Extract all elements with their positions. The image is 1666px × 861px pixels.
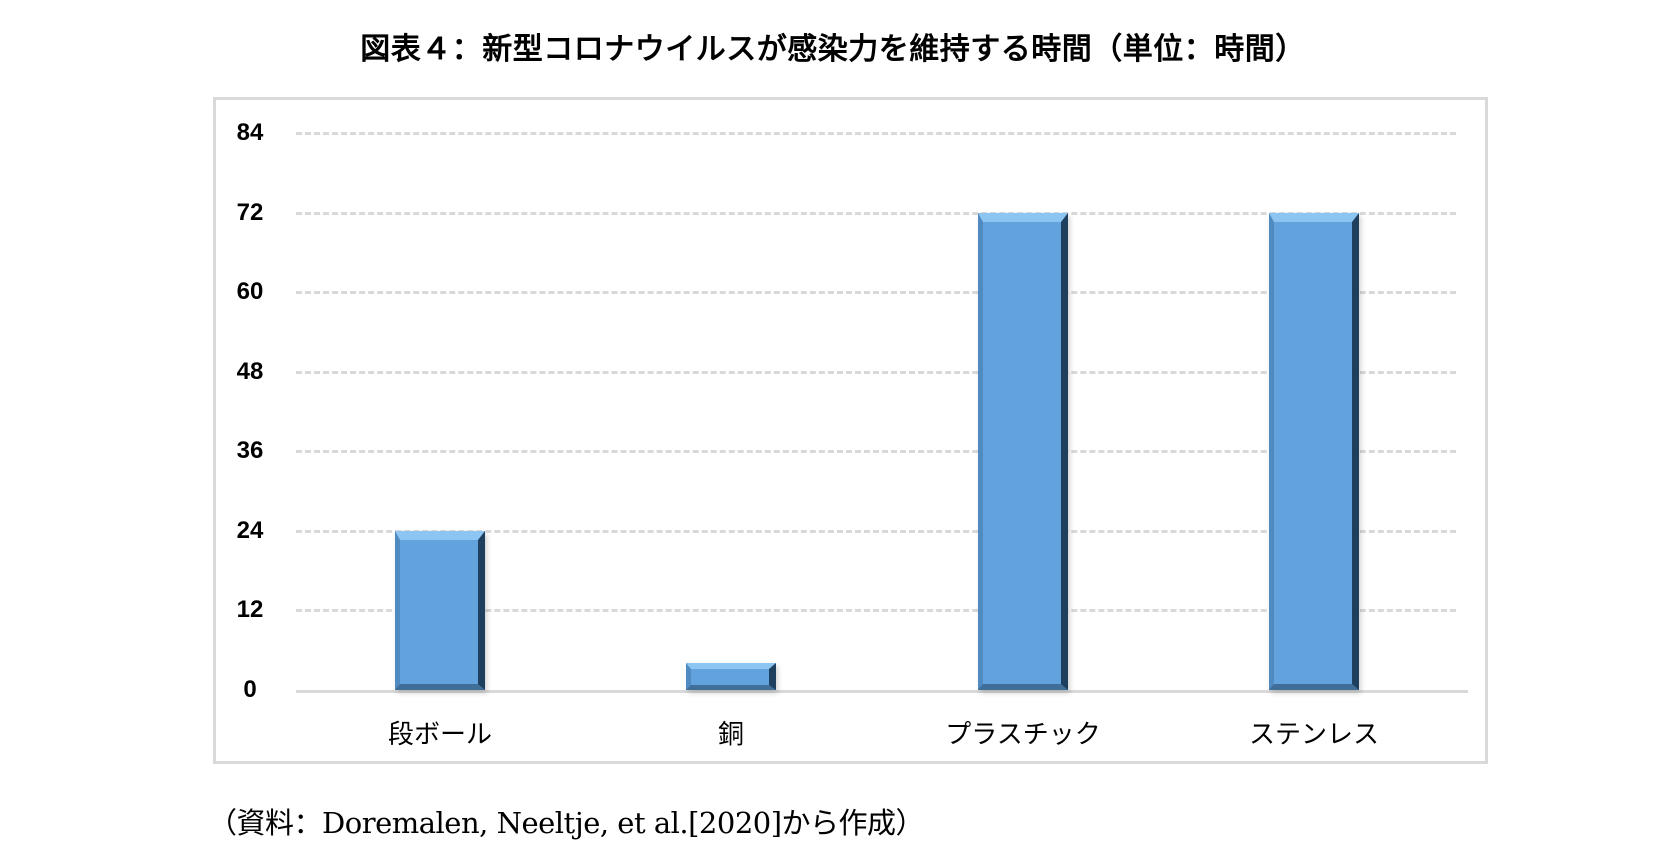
y-tick-label: 24 <box>236 516 264 544</box>
gridline <box>296 450 1456 454</box>
x-category-label: 段ボール <box>387 720 492 750</box>
chart-title: 図表４：新型コロナウイルスが感染力を維持する時間（単位：時間） <box>360 32 1306 67</box>
y-tick-label: 0 <box>243 676 257 703</box>
y-tick-label: 12 <box>236 596 264 624</box>
x-category-label: プラスチック <box>945 720 1101 750</box>
x-axis-line <box>296 690 1468 693</box>
x-category-label: ステンレス <box>1248 720 1379 750</box>
y-tick-label: 84 <box>236 119 264 146</box>
y-tick-label: 36 <box>236 437 264 465</box>
y-tick-label: 48 <box>236 357 264 385</box>
source-note: （資料：Doremalen, Neeltje, et al.[2020]から作成… <box>208 806 925 840</box>
bar-2 <box>978 212 1068 690</box>
gridline <box>296 370 1456 374</box>
y-tick-label: 60 <box>236 278 264 306</box>
gridline <box>296 609 1456 613</box>
bar-3 <box>1269 212 1359 690</box>
x-category-label: 銅 <box>717 720 744 750</box>
gridline <box>296 291 1456 295</box>
gridline <box>296 529 1456 533</box>
gridline <box>296 211 1456 215</box>
bar-0 <box>395 530 485 690</box>
gridline <box>296 132 1456 135</box>
y-tick-label: 72 <box>236 198 264 226</box>
bar-1 <box>686 663 776 690</box>
